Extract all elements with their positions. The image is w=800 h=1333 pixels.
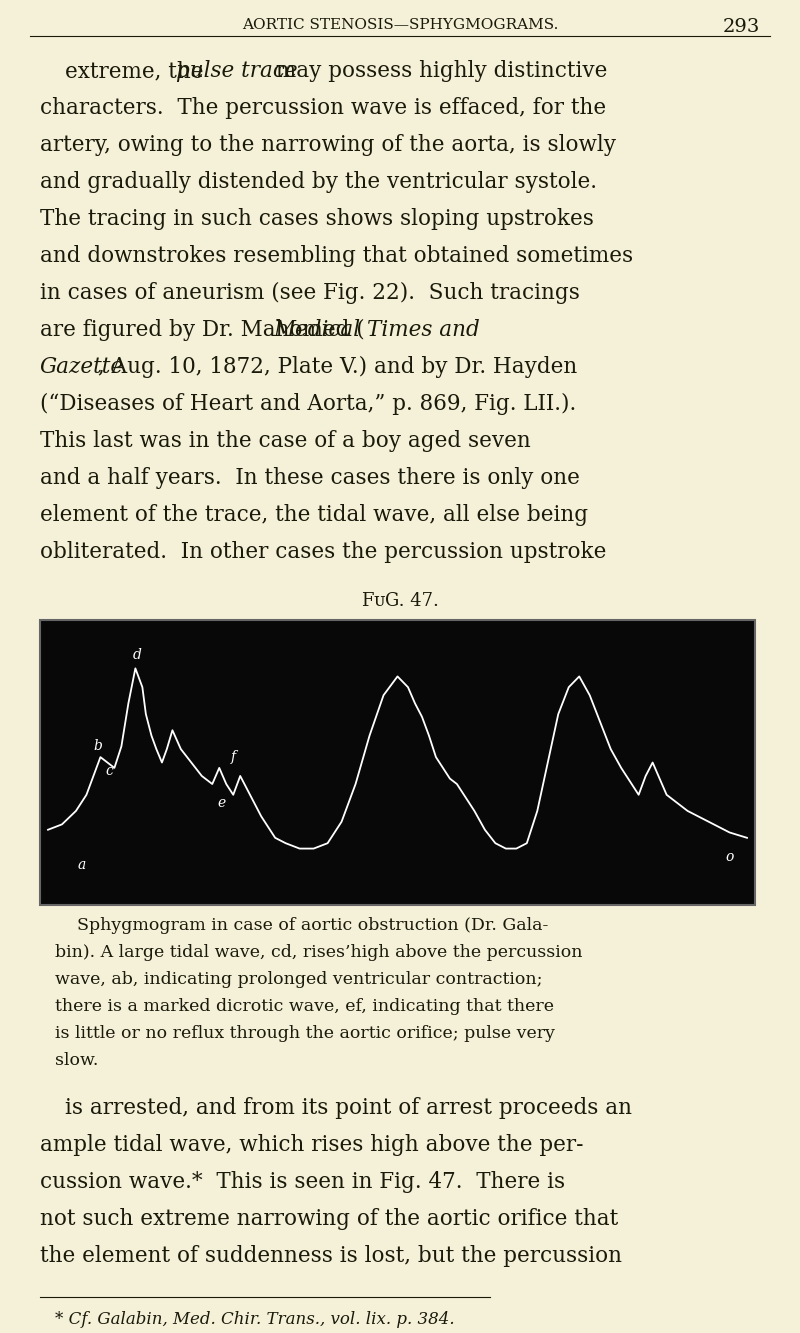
Text: e: e (218, 796, 226, 810)
Text: AORTIC STENOSIS—SPHYGMOGRAMS.: AORTIC STENOSIS—SPHYGMOGRAMS. (242, 19, 558, 32)
Text: FᴜG. 47.: FᴜG. 47. (362, 592, 438, 611)
Text: Medical Times and: Medical Times and (274, 319, 481, 341)
Text: c: c (106, 764, 114, 777)
Text: , Aug. 10, 1872, Plate V.) and by Dr. Hayden: , Aug. 10, 1872, Plate V.) and by Dr. Ha… (98, 356, 578, 379)
Text: (“Diseases of Heart and Aorta,” p. 869, Fig. LII.).: (“Diseases of Heart and Aorta,” p. 869, … (40, 393, 576, 415)
Text: and downstrokes resembling that obtained sometimes: and downstrokes resembling that obtained… (40, 245, 633, 267)
Text: are figured by Dr. Mahomed (: are figured by Dr. Mahomed ( (40, 319, 365, 341)
Text: extreme, the: extreme, the (65, 60, 210, 83)
Text: b: b (94, 740, 102, 753)
Text: 293: 293 (722, 19, 760, 36)
Text: is little or no reflux through the aortic orifice; pulse very: is little or no reflux through the aorti… (55, 1025, 555, 1042)
Text: not such extreme narrowing of the aortic orifice that: not such extreme narrowing of the aortic… (40, 1208, 618, 1230)
Text: The tracing in such cases shows sloping upstrokes: The tracing in such cases shows sloping … (40, 208, 594, 231)
Text: pulse trace: pulse trace (175, 60, 297, 83)
Text: is arrested, and from its point of arrest proceeds an: is arrested, and from its point of arres… (65, 1097, 632, 1118)
Text: Gazette: Gazette (40, 356, 124, 379)
Text: ample tidal wave, which rises high above the per-: ample tidal wave, which rises high above… (40, 1134, 583, 1156)
Text: slow.: slow. (55, 1052, 98, 1069)
Text: may possess highly distinctive: may possess highly distinctive (269, 60, 607, 83)
Text: bin). A large tidal wave, cd, rises’high above the percussion: bin). A large tidal wave, cd, rises’high… (55, 944, 582, 961)
Bar (40, 620, 755, 905)
Text: obliterated.  In other cases the percussion upstroke: obliterated. In other cases the percussi… (40, 541, 606, 563)
Text: f: f (230, 750, 236, 764)
Text: o: o (726, 849, 734, 864)
Text: there is a marked dicrotic wave, ef, indicating that there: there is a marked dicrotic wave, ef, ind… (55, 998, 554, 1014)
Text: artery, owing to the narrowing of the aorta, is slowly: artery, owing to the narrowing of the ao… (40, 135, 616, 156)
Text: and gradually distended by the ventricular systole.: and gradually distended by the ventricul… (40, 171, 597, 193)
Text: in cases of aneurism (see Fig. 22).  Such tracings: in cases of aneurism (see Fig. 22). Such… (40, 283, 580, 304)
Text: cussion wave.*  This is seen in Fig. 47.  There is: cussion wave.* This is seen in Fig. 47. … (40, 1170, 565, 1193)
Text: characters.  The percussion wave is effaced, for the: characters. The percussion wave is effac… (40, 97, 606, 119)
Text: and a half years.  In these cases there is only one: and a half years. In these cases there i… (40, 467, 580, 489)
Text: d: d (132, 648, 142, 663)
Text: a: a (78, 857, 86, 872)
Text: Sphygmogram in case of aortic obstruction (Dr. Gala-: Sphygmogram in case of aortic obstructio… (55, 917, 548, 934)
Text: * Cf. Galabin, Med. Chir. Trans., vol. lix. p. 384.: * Cf. Galabin, Med. Chir. Trans., vol. l… (55, 1310, 454, 1328)
Text: element of the trace, the tidal wave, all else being: element of the trace, the tidal wave, al… (40, 504, 588, 527)
Text: This last was in the case of a boy aged seven: This last was in the case of a boy aged … (40, 431, 530, 452)
Text: wave, ab, indicating prolonged ventricular contraction;: wave, ab, indicating prolonged ventricul… (55, 970, 542, 988)
Text: the element of suddenness is lost, but the percussion: the element of suddenness is lost, but t… (40, 1245, 622, 1266)
